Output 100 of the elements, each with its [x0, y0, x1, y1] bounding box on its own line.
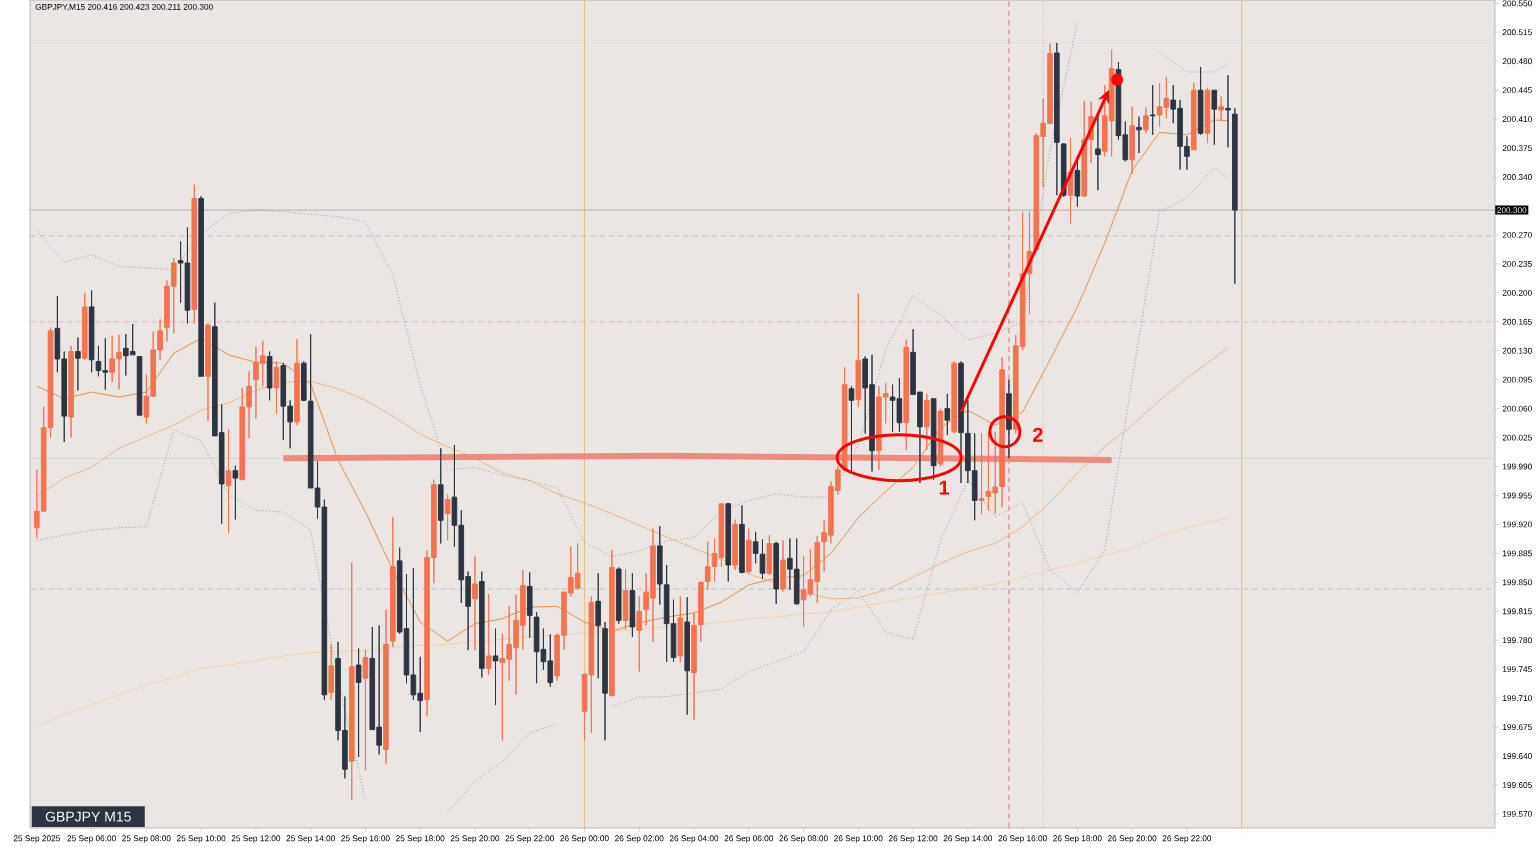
x-tick-label: 26 Sep 14:00	[943, 835, 993, 843]
candlestick	[348, 562, 355, 801]
candlestick	[362, 649, 369, 771]
candlestick	[999, 356, 1005, 508]
candlestick	[615, 566, 622, 625]
candlestick	[732, 518, 738, 571]
candlestick	[629, 572, 636, 638]
candlestick	[390, 516, 396, 648]
x-tick-label: 25 Sep 16:00	[341, 835, 390, 843]
candlestick	[68, 345, 74, 439]
candlestick	[1190, 82, 1197, 151]
candlestick	[595, 572, 601, 679]
candlestick	[437, 447, 444, 544]
y-tick-label: 199.570	[1502, 811, 1532, 817]
x-tick-label: 25 Sep 12:00	[231, 835, 281, 843]
y-tick-label: 199.850	[1502, 579, 1532, 586]
candlestick	[1204, 87, 1211, 144]
y-tick-label: 199.885	[1502, 550, 1532, 557]
y-tick-label: 200.445	[1502, 87, 1532, 94]
candlestick	[930, 398, 937, 481]
y-tick-label: 199.920	[1502, 521, 1532, 528]
candlestick	[472, 556, 478, 651]
y-tick-label: 200.480	[1502, 58, 1532, 65]
candlestick	[937, 408, 944, 467]
y-tick-label: 199.780	[1502, 637, 1532, 644]
candlestick	[677, 595, 684, 664]
candlestick	[383, 609, 389, 764]
candlestick	[739, 504, 745, 574]
annotation: 2	[1033, 427, 1043, 442]
candlestick	[1129, 106, 1135, 175]
y-tick-label: 200.095	[1502, 376, 1532, 383]
y-tick-label: 199.605	[1502, 782, 1532, 788]
candlestick	[1218, 96, 1224, 121]
y-tick-label: 200.270	[1502, 231, 1532, 238]
y-tick-label: 199.675	[1502, 724, 1532, 731]
candlestick	[273, 361, 280, 415]
x-tick-label: 25 Sep 18:00	[396, 835, 445, 843]
candlestick	[479, 571, 485, 678]
candlestick	[609, 549, 615, 697]
candlestick	[773, 541, 779, 605]
y-tick-label: 199.955	[1502, 492, 1532, 499]
candlestick	[1095, 114, 1101, 191]
candlestick	[492, 628, 499, 706]
x-tick-label: 25 Sep 08:00	[122, 835, 171, 843]
x-tick-label: 26 Sep 08:00	[779, 835, 828, 843]
x-tick-label: 25 Sep 06:00	[67, 835, 116, 843]
y-tick-label: 199.710	[1502, 695, 1532, 702]
candlestick	[485, 593, 492, 676]
candlestick	[88, 289, 95, 373]
candlestick	[759, 538, 766, 580]
chart-title: GBPJPY,M15 200.416 200.423 200.211 200.300	[35, 3, 213, 11]
y-tick-label: 200.060	[1502, 405, 1532, 412]
candlestick	[225, 428, 232, 534]
candlestick	[923, 393, 930, 451]
y-tick-label: 199.815	[1502, 608, 1532, 615]
candlestick	[684, 596, 690, 716]
y-tick-label: 200.165	[1502, 318, 1532, 325]
candlestick	[1149, 84, 1156, 136]
candlestick	[746, 528, 752, 574]
candlestick	[944, 393, 951, 436]
x-tick-label: 26 Sep 18:00	[1053, 835, 1102, 843]
y-tick-label: 200.130	[1502, 347, 1532, 354]
x-tick-label: 25 Sep 2025	[13, 835, 60, 843]
candlestick	[328, 643, 335, 701]
candlestick	[951, 361, 957, 434]
candlestick	[1232, 107, 1238, 285]
y-tick-label: 199.745	[1502, 666, 1532, 673]
candlestick	[444, 494, 451, 541]
candlestick	[75, 337, 81, 391]
x-tick-label: 26 Sep 16:00	[998, 835, 1047, 843]
y-tick-label: 200.340	[1502, 174, 1532, 180]
y-tick-label: 200.410	[1502, 116, 1532, 123]
candlestick	[81, 292, 88, 361]
x-tick-label: 26 Sep 10:00	[834, 835, 883, 843]
candlestick	[622, 568, 629, 630]
candlestick	[191, 183, 198, 324]
x-tick-label: 26 Sep 22:00	[1162, 835, 1212, 843]
candlestick	[1211, 89, 1218, 146]
candlestick	[1143, 107, 1149, 134]
candlestick	[355, 648, 362, 758]
candlestick	[725, 502, 732, 582]
annotation: 1	[939, 480, 950, 495]
y-tick-label: 200.515	[1502, 29, 1532, 36]
x-tick-label: 26 Sep 02:00	[615, 835, 664, 843]
candlestick	[855, 293, 862, 408]
y-tick-label: 200.235	[1502, 260, 1532, 267]
x-tick-label: 26 Sep 06:00	[724, 835, 774, 843]
x-tick-label: 26 Sep 00:00	[560, 835, 609, 843]
candlestick	[1197, 66, 1204, 136]
candlestick	[1136, 116, 1142, 154]
candlestick	[691, 612, 697, 721]
y-tick-label: 200.200	[1502, 289, 1532, 296]
y-tick-label: 200.025	[1502, 434, 1532, 441]
y-tick-label: 200.375	[1502, 145, 1532, 151]
y-tick-label: 199.640	[1502, 753, 1532, 759]
candlestick	[636, 595, 643, 673]
line-series	[36, 119, 1229, 642]
candlestick	[232, 465, 239, 520]
candlestick	[301, 361, 307, 402]
candlestick	[198, 195, 204, 377]
